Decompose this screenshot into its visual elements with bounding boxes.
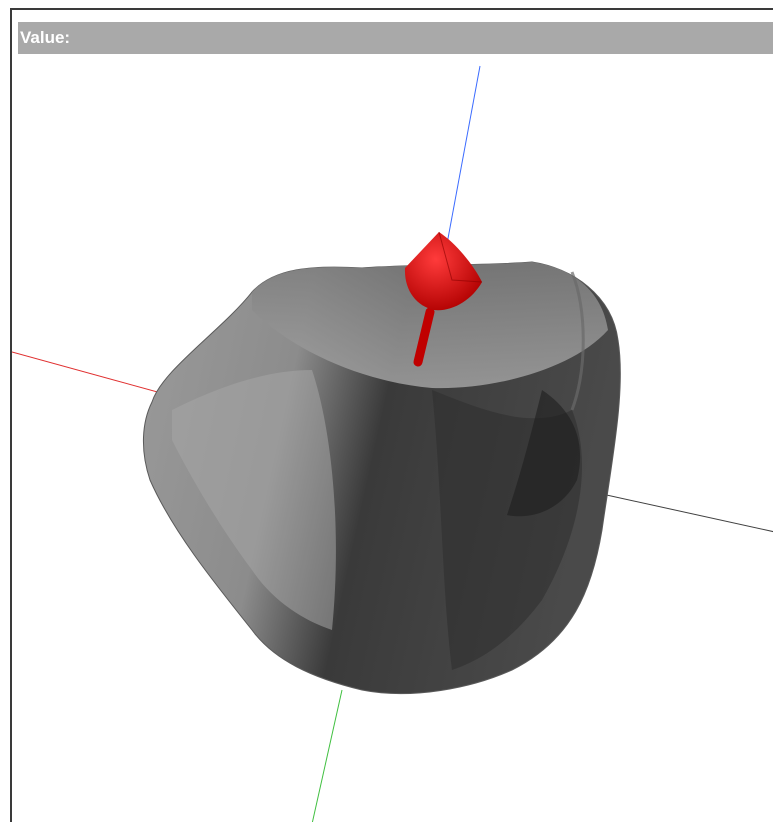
- 3d-viewer-panel[interactable]: Value:: [10, 8, 773, 822]
- z-axis-line: [311, 689, 343, 822]
- x-axis-line-far: [601, 493, 773, 533]
- 3d-rock-model[interactable]: [143, 261, 621, 695]
- x-axis-line: [12, 351, 173, 397]
- 3d-scene[interactable]: [12, 10, 773, 822]
- y-axis-line: [443, 65, 481, 261]
- red-direction-arrow[interactable]: [404, 231, 483, 367]
- value-title-bar: Value:: [18, 22, 773, 54]
- value-label: Value:: [20, 28, 71, 47]
